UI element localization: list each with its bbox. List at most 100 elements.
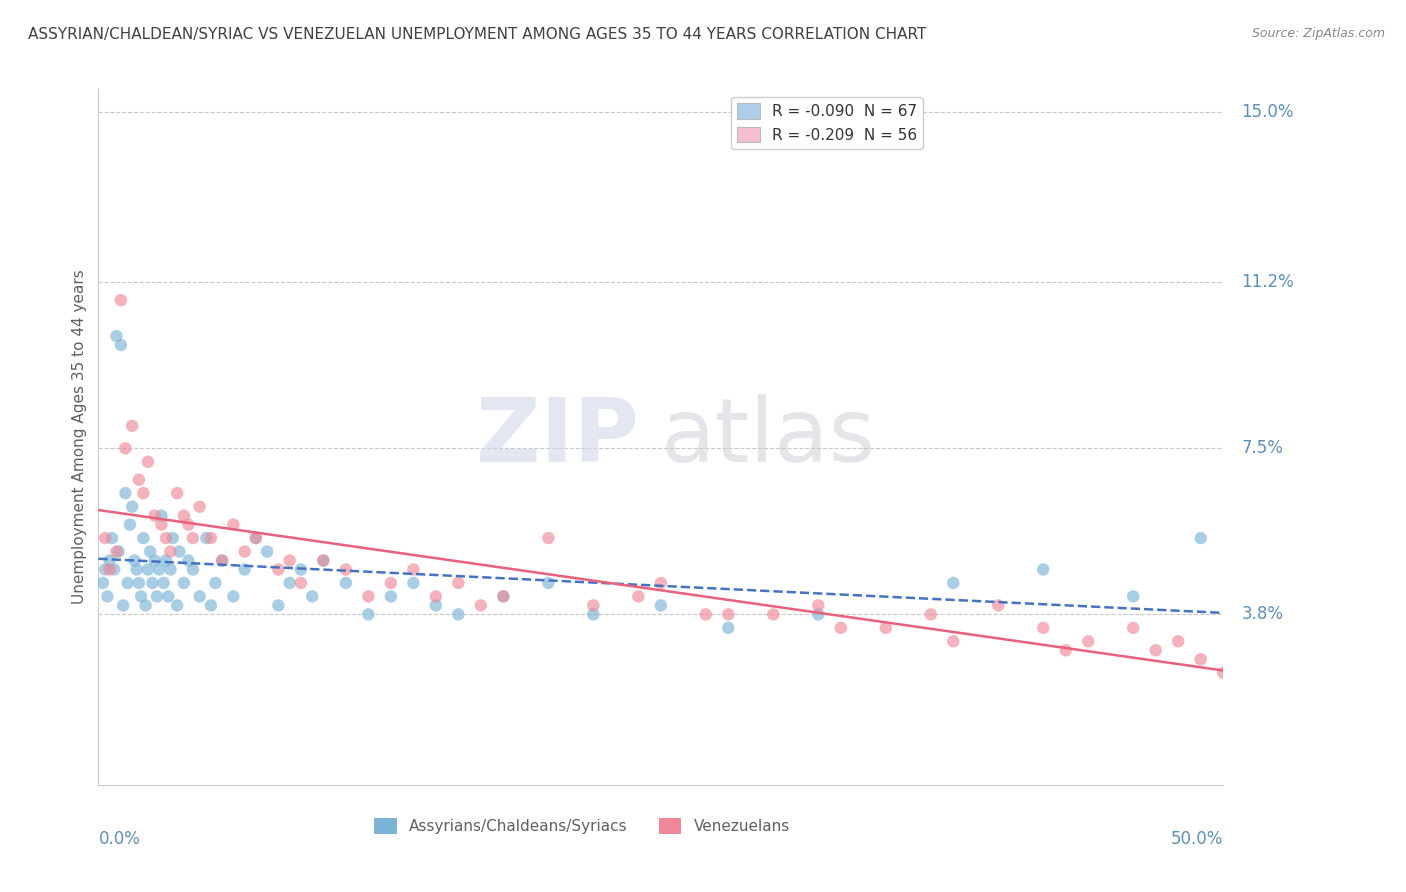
- Point: [128, 576, 150, 591]
- Point: [121, 418, 143, 433]
- Point: [166, 599, 188, 613]
- Point: [135, 599, 157, 613]
- Point: [312, 553, 335, 567]
- Text: 11.2%: 11.2%: [1241, 273, 1294, 291]
- Point: [380, 590, 402, 604]
- Point: [447, 607, 470, 622]
- Point: [181, 562, 204, 576]
- Point: [717, 621, 740, 635]
- Point: [1122, 621, 1144, 635]
- Point: [129, 590, 152, 604]
- Text: Source: ZipAtlas.com: Source: ZipAtlas.com: [1251, 27, 1385, 40]
- Point: [830, 621, 852, 635]
- Point: [402, 576, 425, 591]
- Point: [357, 607, 380, 622]
- Point: [1212, 665, 1234, 680]
- Point: [159, 562, 181, 576]
- Point: [169, 544, 191, 558]
- Point: [582, 599, 605, 613]
- Point: [136, 455, 159, 469]
- Point: [492, 590, 515, 604]
- Point: [105, 544, 128, 558]
- Point: [101, 531, 124, 545]
- Point: [807, 607, 830, 622]
- Point: [105, 329, 128, 343]
- Point: [188, 590, 211, 604]
- Point: [1032, 621, 1054, 635]
- Text: 15.0%: 15.0%: [1241, 103, 1294, 120]
- Point: [627, 590, 650, 604]
- Point: [143, 553, 166, 567]
- Text: atlas: atlas: [661, 393, 876, 481]
- Point: [173, 576, 195, 591]
- Point: [141, 576, 163, 591]
- Point: [98, 562, 121, 576]
- Point: [290, 562, 312, 576]
- Point: [181, 531, 204, 545]
- Point: [335, 562, 357, 576]
- Point: [136, 562, 159, 576]
- Point: [233, 562, 256, 576]
- Point: [447, 576, 470, 591]
- Point: [582, 607, 605, 622]
- Point: [256, 544, 278, 558]
- Point: [204, 576, 226, 591]
- Point: [98, 553, 121, 567]
- Point: [103, 562, 125, 576]
- Point: [537, 576, 560, 591]
- Text: 50.0%: 50.0%: [1171, 830, 1223, 848]
- Point: [155, 531, 177, 545]
- Point: [121, 500, 143, 514]
- Text: ZIP: ZIP: [475, 393, 638, 481]
- Point: [301, 590, 323, 604]
- Point: [267, 599, 290, 613]
- Point: [920, 607, 942, 622]
- Point: [717, 607, 740, 622]
- Point: [537, 531, 560, 545]
- Point: [335, 576, 357, 591]
- Point: [124, 553, 146, 567]
- Point: [195, 531, 218, 545]
- Point: [150, 517, 173, 532]
- Point: [987, 599, 1010, 613]
- Point: [942, 634, 965, 648]
- Point: [942, 576, 965, 591]
- Point: [425, 599, 447, 613]
- Text: 0.0%: 0.0%: [98, 830, 141, 848]
- Point: [245, 531, 267, 545]
- Y-axis label: Unemployment Among Ages 35 to 44 years: Unemployment Among Ages 35 to 44 years: [72, 269, 87, 605]
- Point: [402, 562, 425, 576]
- Point: [1189, 531, 1212, 545]
- Point: [118, 517, 141, 532]
- Point: [132, 531, 155, 545]
- Point: [200, 599, 222, 613]
- Point: [211, 553, 233, 567]
- Point: [425, 590, 447, 604]
- Point: [155, 553, 177, 567]
- Point: [112, 599, 135, 613]
- Point: [290, 576, 312, 591]
- Point: [143, 508, 166, 523]
- Point: [114, 486, 136, 500]
- Text: 7.5%: 7.5%: [1241, 439, 1284, 458]
- Point: [1077, 634, 1099, 648]
- Point: [222, 590, 245, 604]
- Point: [1032, 562, 1054, 576]
- Text: ASSYRIAN/CHALDEAN/SYRIAC VS VENEZUELAN UNEMPLOYMENT AMONG AGES 35 TO 44 YEARS CO: ASSYRIAN/CHALDEAN/SYRIAC VS VENEZUELAN U…: [28, 27, 927, 42]
- Point: [96, 590, 118, 604]
- Point: [177, 517, 200, 532]
- Point: [166, 486, 188, 500]
- Point: [650, 576, 672, 591]
- Point: [278, 553, 301, 567]
- Point: [157, 590, 180, 604]
- Point: [139, 544, 162, 558]
- Point: [1189, 652, 1212, 666]
- Point: [173, 508, 195, 523]
- Point: [267, 562, 290, 576]
- Point: [94, 562, 117, 576]
- Point: [875, 621, 897, 635]
- Point: [128, 473, 150, 487]
- Point: [91, 576, 114, 591]
- Point: [132, 486, 155, 500]
- Point: [1122, 590, 1144, 604]
